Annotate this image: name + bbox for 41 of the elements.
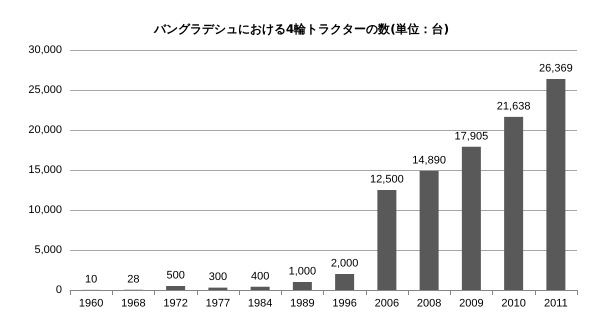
bar (250, 286, 270, 290)
bar (462, 146, 481, 290)
x-tick-label: 1960 (78, 298, 104, 310)
y-tick-label: 0 (56, 284, 62, 296)
x-tick-label: 2009 (459, 298, 484, 310)
data-label: 300 (208, 271, 228, 284)
bar (420, 170, 439, 290)
y-tick-label: 15,000 (28, 164, 62, 176)
y-tick-label: 20,000 (28, 124, 62, 136)
x-tick-label: 2006 (374, 298, 400, 310)
data-label: 17,905 (454, 130, 488, 142)
data-label: 400 (250, 270, 270, 282)
y-tick-label: 5,000 (34, 244, 62, 256)
data-label: 1,000 (288, 266, 316, 278)
y-tick-label: 10,000 (28, 204, 62, 216)
data-label: 500 (166, 270, 185, 282)
x-tick-label: 1977 (206, 298, 230, 310)
data-label: 14,890 (412, 154, 446, 166)
bar (504, 116, 524, 290)
data-label: 26,369 (539, 62, 573, 75)
x-tick-label: 2008 (416, 298, 442, 310)
bar (377, 190, 396, 290)
y-tick-label: 30,000 (28, 44, 62, 56)
bar (546, 79, 566, 290)
data-label: 10 (85, 273, 98, 286)
data-label: 2,000 (330, 258, 358, 270)
chart-title: バングラデシュにおける4輪トラクターの数(単位：台) (152, 22, 450, 36)
x-tick-label: 1972 (163, 298, 188, 310)
x-tick-label: 2010 (501, 298, 526, 310)
x-tick-label: 1984 (248, 298, 272, 310)
y-tick-label: 25,000 (28, 84, 62, 96)
bar (335, 274, 354, 290)
x-tick-label: 1989 (290, 298, 315, 310)
bar (292, 282, 312, 290)
data-label: 28 (127, 273, 140, 286)
x-tick-label: 2011 (544, 298, 568, 310)
bar (166, 286, 186, 290)
x-tick-label: 1968 (121, 298, 146, 310)
x-tick-label: 1996 (332, 298, 357, 310)
data-label: 12,500 (370, 174, 404, 186)
data-label: 21,638 (496, 100, 530, 112)
